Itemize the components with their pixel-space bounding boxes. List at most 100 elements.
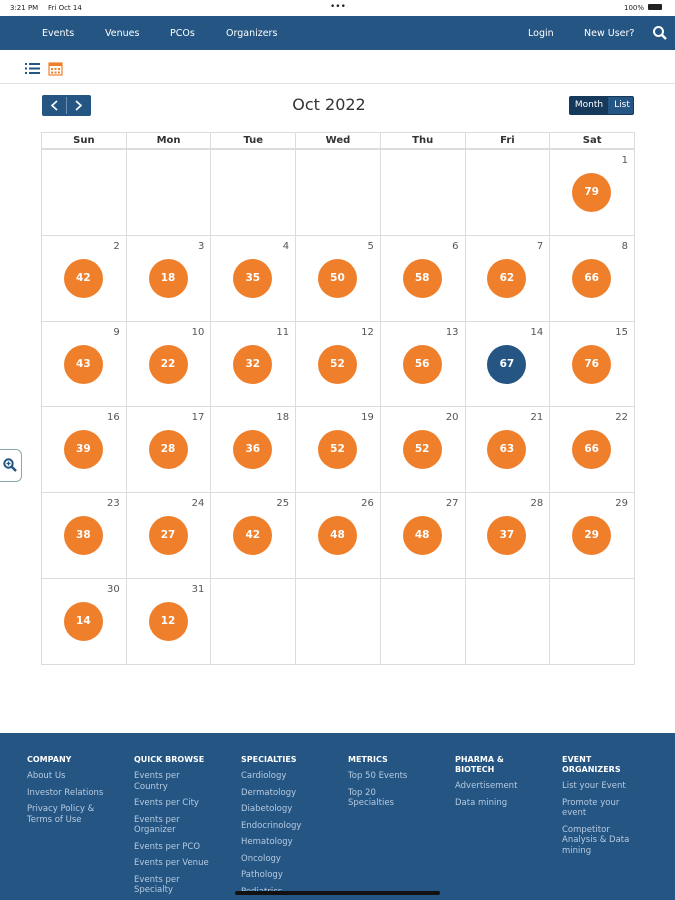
event-count[interactable]: 62 [487,258,527,298]
footer-link[interactable]: Top 50 Events [348,771,408,781]
day-cell: 16 39 [41,406,127,494]
event-count[interactable]: 66 [572,258,612,298]
event-count[interactable]: 39 [63,430,103,470]
event-count[interactable]: 27 [148,516,188,556]
list-button[interactable]: List [614,100,630,110]
day-cell: 13 56 [379,320,466,408]
event-count[interactable]: 22 [148,344,188,384]
footer-link[interactable]: Endocrinology [241,820,302,831]
prev[interactable] [50,100,58,111]
status-bar: 3:21 PM Fri Oct 14 ••• 100% [0,0,675,16]
event-count[interactable]: 48 [317,516,357,556]
event-count[interactable]: 79 [572,173,612,212]
event-count[interactable]: 58 [402,258,442,298]
footer-link[interactable]: Oncology [241,853,281,864]
footer-link[interactable]: Events per PCO [134,841,201,852]
footer-link[interactable]: Top 20 Specialties [348,787,394,809]
event-count[interactable]: 66 [572,430,612,470]
day-number: 24 [191,498,205,510]
event-count[interactable]: 28 [148,430,188,470]
signup[interactable]: New User? [584,28,635,39]
day-cell [41,149,127,236]
footer-link[interactable]: About Us [27,771,66,781]
event-count[interactable]: 50 [317,258,357,298]
nav-link[interactable]: Events [42,28,75,39]
footer-link[interactable]: Dermatology [241,787,297,798]
event-count[interactable]: 36 [233,430,273,470]
day-number: 31 [191,584,205,595]
event-count[interactable]: 52 [402,430,442,470]
footer-link[interactable]: Competitor Analysis & Data mining [562,824,630,856]
footer-link[interactable]: Events per City [134,798,199,808]
event-count[interactable]: 18 [148,258,188,298]
battery-icon [648,4,662,10]
footer-link[interactable]: List your Event [562,781,626,791]
footer-link[interactable]: Privacy Policy & Terms of Use [27,804,95,825]
calendar-view-icon[interactable] [48,61,63,76]
event-count[interactable]: 42 [233,516,273,556]
footer-link[interactable]: Hematology [241,837,293,847]
event-count[interactable]: 56 [402,344,442,384]
search-icon[interactable] [652,25,668,41]
event-count[interactable]: 52 [317,430,357,470]
event-count[interactable]: 63 [487,430,527,470]
day-cell: 10 22 [125,320,212,408]
footer-column: EVENT ORGANIZERS List your Event Promote y… [562,755,637,862]
day-cell: 28 37 [464,492,551,579]
event-count[interactable]: 42 [63,258,103,298]
footer-link[interactable]: Events per Country [134,771,180,792]
event-count[interactable]: 29 [572,516,612,556]
weekday-header: Thu [379,132,466,149]
footer-link[interactable]: Advertisement [455,781,518,791]
event-count[interactable]: 14 [63,602,103,641]
footer-link[interactable]: Promote your event [562,797,620,819]
event-count[interactable]: 67 [487,344,527,384]
day-cell: 9 43 [41,320,127,408]
event-count[interactable]: 32 [233,344,273,384]
day-cell: 30 14 [41,578,127,665]
calendar-title: Oct 2022 [292,95,366,114]
event-count[interactable]: 76 [572,344,612,384]
login[interactable]: Login [528,28,554,39]
footer-link[interactable]: Events per Organizer [134,814,180,836]
event-count[interactable]: 37 [487,516,527,556]
event-count[interactable]: 52 [317,344,357,384]
zoom-tab[interactable] [0,449,22,482]
day-cell: 2 42 [41,234,127,322]
footer-link[interactable]: Investor Relations [27,787,104,798]
footer-link[interactable]: Pathology [241,870,283,880]
day-cell [295,578,381,665]
nav-link[interactable]: PCOs [170,28,195,39]
nav-link[interactable]: Organizers [226,28,278,39]
event-count[interactable]: 12 [148,602,188,641]
next[interactable] [75,100,83,111]
day-number: 21 [530,412,544,424]
footer-column: COMPANY About Us Investor Relations Privacy… [27,755,107,831]
footer-link[interactable]: Diabetology [241,804,293,814]
month-button[interactable]: Month [570,97,608,114]
day-cell: 1 79 [549,149,635,236]
nav-link[interactable]: Venues [105,28,140,39]
footer-link[interactable]: Events per Specialty [134,874,180,896]
footer-link[interactable]: Cardiology [241,771,287,781]
day-number: 7 [536,240,544,252]
day-cell: 8 66 [549,234,635,322]
day-cell: 15 76 [549,320,635,408]
time: 3:21 PM [10,4,39,12]
weekday-header: Sun [41,132,127,149]
day-cell: 18 36 [210,406,297,494]
event-count[interactable]: 35 [233,258,273,298]
day-number: 17 [191,412,205,424]
list-view-icon[interactable] [25,62,40,75]
day-cell: 31 12 [125,578,212,665]
day-number: 23 [106,498,120,510]
day-cell [549,578,635,665]
event-count[interactable]: 38 [63,516,103,556]
day-number: 1 [621,155,628,166]
event-count[interactable]: 48 [402,516,442,556]
day-cell: 4 35 [210,234,297,322]
footer-link[interactable]: Data mining [455,797,508,808]
day-number: 14 [530,326,544,338]
footer-link[interactable]: Events per Venue [134,858,209,868]
event-count[interactable]: 43 [63,344,103,384]
